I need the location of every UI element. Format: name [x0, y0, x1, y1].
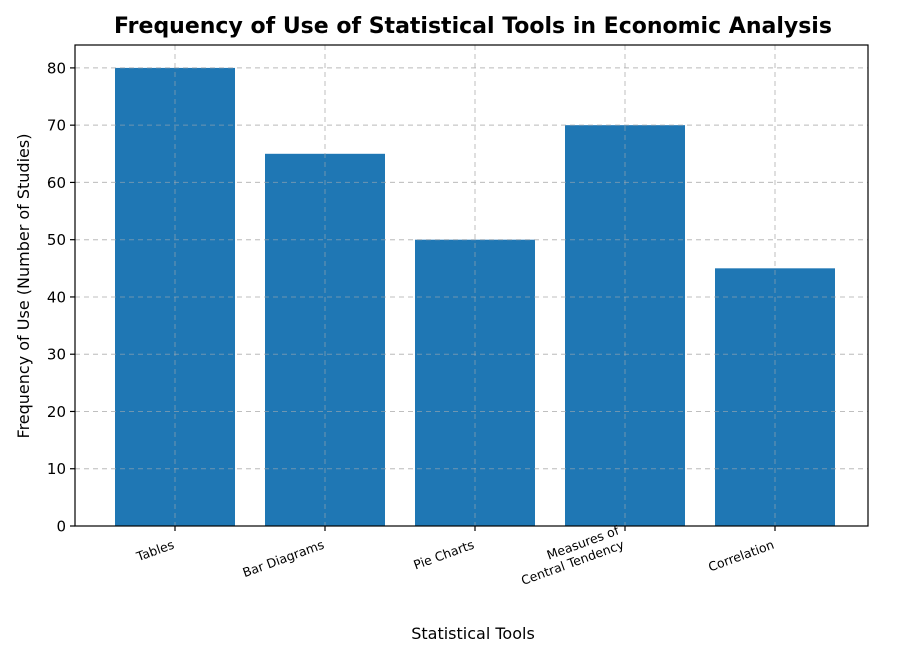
- x-tick-label-group: Tables: [133, 537, 176, 565]
- x-tick-label-group: Correlation: [706, 537, 776, 575]
- y-tick-label: 60: [47, 174, 66, 192]
- x-tick-label-group: Bar Diagrams: [241, 537, 327, 580]
- x-tick-label: Bar Diagrams: [241, 537, 327, 580]
- y-tick-label: 10: [47, 460, 66, 478]
- y-axis-ticks: 0 10 20 30 40 50 60 70 80: [47, 59, 75, 536]
- x-tick-label: Pie Charts: [411, 537, 476, 573]
- x-tick-label: Tables: [133, 537, 176, 565]
- y-tick-label: 30: [47, 346, 66, 364]
- y-tick-label: 70: [47, 117, 66, 135]
- chart-title: Frequency of Use of Statistical Tools in…: [114, 14, 832, 39]
- x-axis-ticks: Tables Bar Diagrams Pie Charts Measures ofC…: [133, 522, 776, 587]
- bars: [75, 45, 868, 527]
- y-axis-label: Frequency of Use (Number of Studies): [14, 134, 33, 439]
- y-tick-label: 40: [47, 288, 66, 306]
- y-tick-label: 50: [47, 231, 66, 249]
- x-axis-label: Statistical Tools: [411, 624, 535, 643]
- y-tick-label: 20: [47, 403, 66, 421]
- y-tick-label: 0: [56, 518, 66, 536]
- y-tick-label: 80: [47, 59, 66, 77]
- plot-frame: [74, 44, 869, 527]
- x-tick-label-group: Pie Charts: [411, 537, 476, 573]
- x-tick-label: Correlation: [706, 537, 776, 575]
